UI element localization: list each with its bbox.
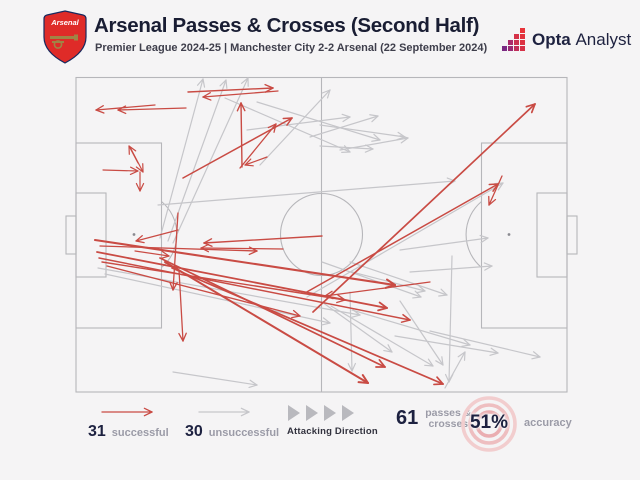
total-label-line1: passes & [425,406,472,419]
successful-label: successful [111,427,169,439]
accuracy-value: 51% [469,412,509,433]
penalty-arc-right [465,201,482,268]
opta-analyst-logo: Opta Analyst [501,27,631,52]
page-subtitle: Premier League 2024-25 | Manchester City… [95,42,488,54]
total-label-line2: crosses [428,417,469,430]
accuracy-target-icon [461,396,517,452]
six-yard-box-right [536,192,568,278]
successful-arrow-icon [101,407,153,417]
opta-word-bold: Opta [532,29,571,49]
opta-word-regular: Analyst [575,29,632,49]
penalty-spot-right [507,233,511,236]
goal-right [566,215,578,255]
arsenal-crest-logo: Arsenal [43,10,87,64]
accuracy-label: accuracy [524,417,572,429]
arrows-successful [93,83,536,386]
crest-cannon [50,34,78,49]
opta-bars-icon [502,28,525,51]
penalty-spot-left [132,233,136,236]
penalty-area-right [480,142,568,329]
goal-left [65,215,77,255]
arrows-unsuccessful [97,77,541,389]
pass-arrows [93,77,541,389]
legend-successful: 31 successful [88,405,169,441]
successful-count: 31 [88,423,106,440]
attacking-direction-label: Attacking Direction [287,426,378,437]
legend-total: 61 passes & crosses [396,407,471,430]
total-label: passes & crosses [425,406,472,430]
six-yard-box-left [75,192,107,278]
unsuccessful-count: 30 [185,423,203,440]
center-circle [279,192,364,277]
total-count: 61 [396,407,419,429]
pitch [65,76,578,393]
legend-unsuccessful: 30 unsuccessful [185,405,279,441]
page-title: Arsenal Passes & Crosses (Second Half) [94,14,480,37]
attacking-direction-triangles-icon [288,405,354,421]
opta-wordmark: Opta Analyst [532,30,631,50]
legend-attacking-direction: Attacking Direction [287,404,378,437]
crest-club-name: Arsenal [50,18,79,27]
unsuccessful-arrow-icon [198,407,250,417]
unsuccessful-label: unsuccessful [208,427,280,439]
